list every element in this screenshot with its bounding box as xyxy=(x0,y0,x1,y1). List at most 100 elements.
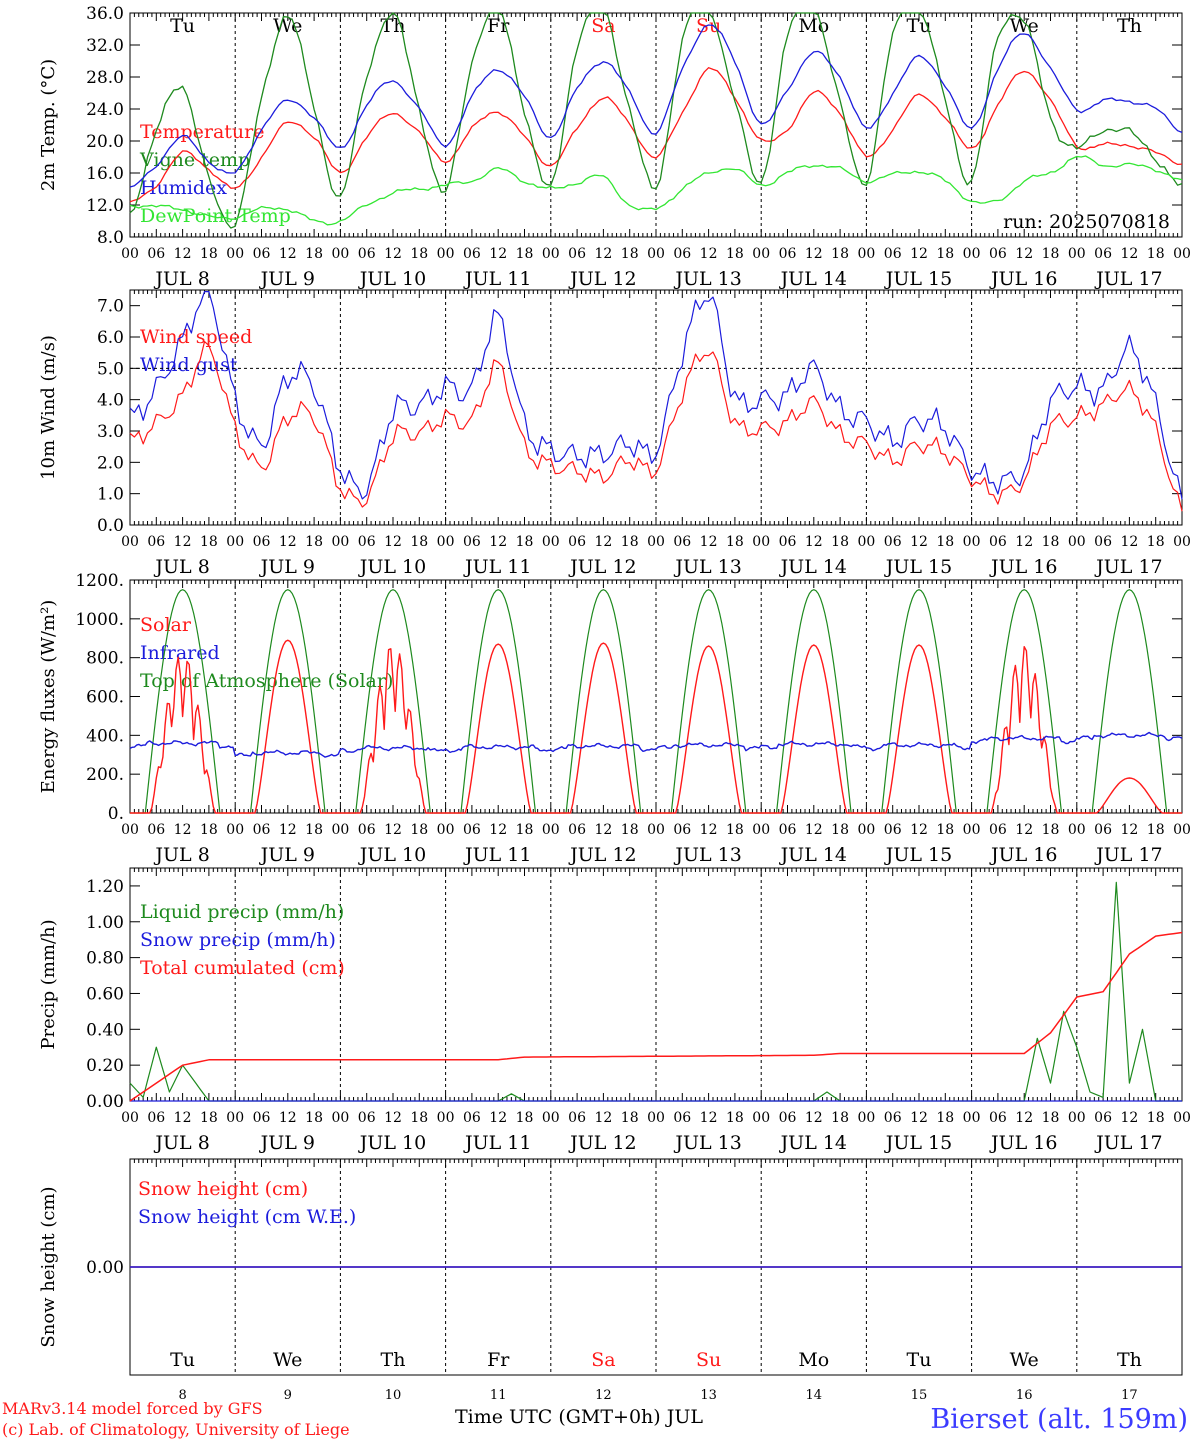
y-tick-label: 5.0 xyxy=(97,359,124,379)
hour-label: 06 xyxy=(989,1110,1007,1126)
hour-label: 06 xyxy=(253,822,271,838)
series-line-1 xyxy=(129,341,1183,512)
y-axis-label: 2m Temp. (°C) xyxy=(38,59,59,191)
hour-label: 18 xyxy=(516,534,534,550)
weekday-label-bottom: Th xyxy=(1117,1349,1142,1371)
hour-label: 12 xyxy=(1120,534,1138,550)
date-label: JUL 9 xyxy=(259,556,315,578)
hour-label: 06 xyxy=(989,246,1007,262)
hour-label: 00 xyxy=(752,534,770,550)
hour-label: 18 xyxy=(1042,822,1060,838)
y-tick-label: 0.00 xyxy=(86,1258,124,1278)
hour-label: 18 xyxy=(831,1110,849,1126)
hour-label: 12 xyxy=(700,534,718,550)
day-number: 9 xyxy=(284,1388,292,1403)
hour-label: 00 xyxy=(963,822,981,838)
hour-label: 18 xyxy=(410,246,428,262)
hour-label: 06 xyxy=(568,822,586,838)
hour-label: 00 xyxy=(752,822,770,838)
hour-label: 00 xyxy=(437,1110,455,1126)
legend-temperature: Temperature xyxy=(140,121,264,143)
hour-label: 12 xyxy=(594,1110,612,1126)
credit-line-2: (c) Lab. of Climatology, University of L… xyxy=(2,1420,350,1439)
day-number: 11 xyxy=(490,1388,507,1403)
hour-label: 18 xyxy=(410,1110,428,1126)
hour-label: 18 xyxy=(410,534,428,550)
hour-label: 06 xyxy=(779,1110,797,1126)
y-tick-label: 0. xyxy=(108,804,124,824)
hour-label: 00 xyxy=(857,1110,875,1126)
date-label: JUL 17 xyxy=(1094,844,1162,866)
y-tick-label: 1200. xyxy=(75,571,124,591)
y-tick-label: 600. xyxy=(86,688,124,708)
hour-label: 06 xyxy=(253,534,271,550)
weekday-label-bottom: Th xyxy=(381,1349,406,1371)
hour-label: 12 xyxy=(279,822,297,838)
hour-label: 12 xyxy=(805,1110,823,1126)
run-label: run: 2025070818 xyxy=(1003,211,1170,233)
date-label: JUL 12 xyxy=(568,1132,636,1154)
hour-label: 18 xyxy=(621,246,639,262)
date-label: JUL 15 xyxy=(884,1132,952,1154)
hour-label: 18 xyxy=(936,534,954,550)
hour-label: 12 xyxy=(805,534,823,550)
weekday-label-bottom: Mo xyxy=(798,1349,829,1371)
legend-snow-precip-mm-h-: Snow precip (mm/h) xyxy=(140,929,336,951)
hour-label: 12 xyxy=(384,534,402,550)
date-label: JUL 11 xyxy=(463,1132,531,1154)
date-label: JUL 14 xyxy=(779,556,847,578)
hour-label: 06 xyxy=(989,822,1007,838)
date-label: JUL 12 xyxy=(568,556,636,578)
hour-label: 00 xyxy=(1068,246,1086,262)
date-label: JUL 13 xyxy=(673,268,741,290)
weekday-label: Th xyxy=(1117,15,1142,37)
date-label: JUL 9 xyxy=(259,844,315,866)
date-label: JUL 8 xyxy=(153,1132,209,1154)
x-axis-label: Time UTC (GMT+0h) JUL xyxy=(455,1406,703,1428)
legend-vigne-temp: Vigne temp xyxy=(139,149,250,171)
weekday-label-bottom: Tu xyxy=(907,1349,932,1371)
hour-label: 06 xyxy=(673,822,691,838)
hour-label: 18 xyxy=(936,822,954,838)
credit-line-1: MARv3.14 model forced by GFS xyxy=(2,1399,263,1418)
hour-label: 12 xyxy=(594,822,612,838)
date-label: JUL 12 xyxy=(568,844,636,866)
hour-label: 06 xyxy=(463,246,481,262)
date-label: JUL 10 xyxy=(358,844,426,866)
date-label: JUL 17 xyxy=(1094,556,1162,578)
hour-label: 06 xyxy=(1094,534,1112,550)
hour-label: 06 xyxy=(884,534,902,550)
hour-label: 18 xyxy=(305,246,323,262)
hour-label: 00 xyxy=(647,1110,665,1126)
y-tick-label: 0.0 xyxy=(97,516,124,536)
day-number: 10 xyxy=(385,1388,402,1403)
day-number: 14 xyxy=(806,1388,823,1403)
weekday-label: Tu xyxy=(170,15,195,37)
hour-label: 00 xyxy=(1068,1110,1086,1126)
series-line-1 xyxy=(129,67,1183,203)
hour-label: 12 xyxy=(279,1110,297,1126)
hour-label: 00 xyxy=(857,534,875,550)
y-tick-label: 12.0 xyxy=(86,196,124,216)
date-label: JUL 8 xyxy=(153,844,209,866)
legend-humidex: Humidex xyxy=(140,177,227,199)
y-tick-label: 0.80 xyxy=(86,949,124,969)
hour-label: 06 xyxy=(147,822,165,838)
hour-label: 00 xyxy=(1173,822,1191,838)
hour-label: 18 xyxy=(1147,534,1165,550)
hour-label: 06 xyxy=(673,246,691,262)
hour-label: 00 xyxy=(542,1110,560,1126)
hour-label: 06 xyxy=(884,246,902,262)
date-label: JUL 11 xyxy=(463,268,531,290)
day-number: 16 xyxy=(1016,1388,1033,1403)
weekday-label-bottom: We xyxy=(273,1349,302,1371)
date-label: JUL 15 xyxy=(884,556,952,578)
weekday-label-bottom: Fr xyxy=(487,1349,510,1371)
date-label: JUL 14 xyxy=(779,268,847,290)
series-line-3 xyxy=(129,24,1183,188)
hour-label: 12 xyxy=(910,246,928,262)
date-label: JUL 15 xyxy=(884,268,952,290)
hour-label: 12 xyxy=(594,534,612,550)
hour-label: 00 xyxy=(963,1110,981,1126)
hour-label: 00 xyxy=(1068,534,1086,550)
